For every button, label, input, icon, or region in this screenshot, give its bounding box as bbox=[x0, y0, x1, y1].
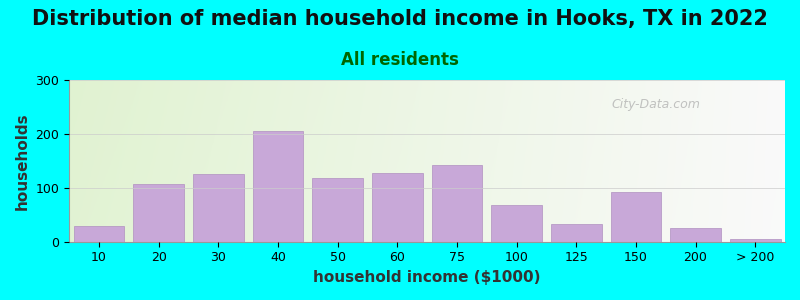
Bar bbox=[372, 173, 422, 242]
Bar bbox=[193, 174, 244, 242]
Text: Distribution of median household income in Hooks, TX in 2022: Distribution of median household income … bbox=[32, 9, 768, 29]
Bar bbox=[551, 224, 602, 242]
Bar bbox=[491, 205, 542, 242]
Bar bbox=[134, 184, 184, 242]
Bar bbox=[74, 226, 124, 242]
Bar bbox=[730, 239, 781, 242]
Bar bbox=[610, 192, 662, 242]
X-axis label: household income ($1000): household income ($1000) bbox=[314, 270, 541, 285]
Y-axis label: households: households bbox=[15, 112, 30, 210]
Bar bbox=[431, 165, 482, 242]
Bar bbox=[670, 228, 721, 242]
Bar bbox=[253, 131, 303, 242]
Text: All residents: All residents bbox=[341, 51, 459, 69]
Text: City-Data.com: City-Data.com bbox=[612, 98, 701, 111]
Bar bbox=[312, 178, 363, 242]
